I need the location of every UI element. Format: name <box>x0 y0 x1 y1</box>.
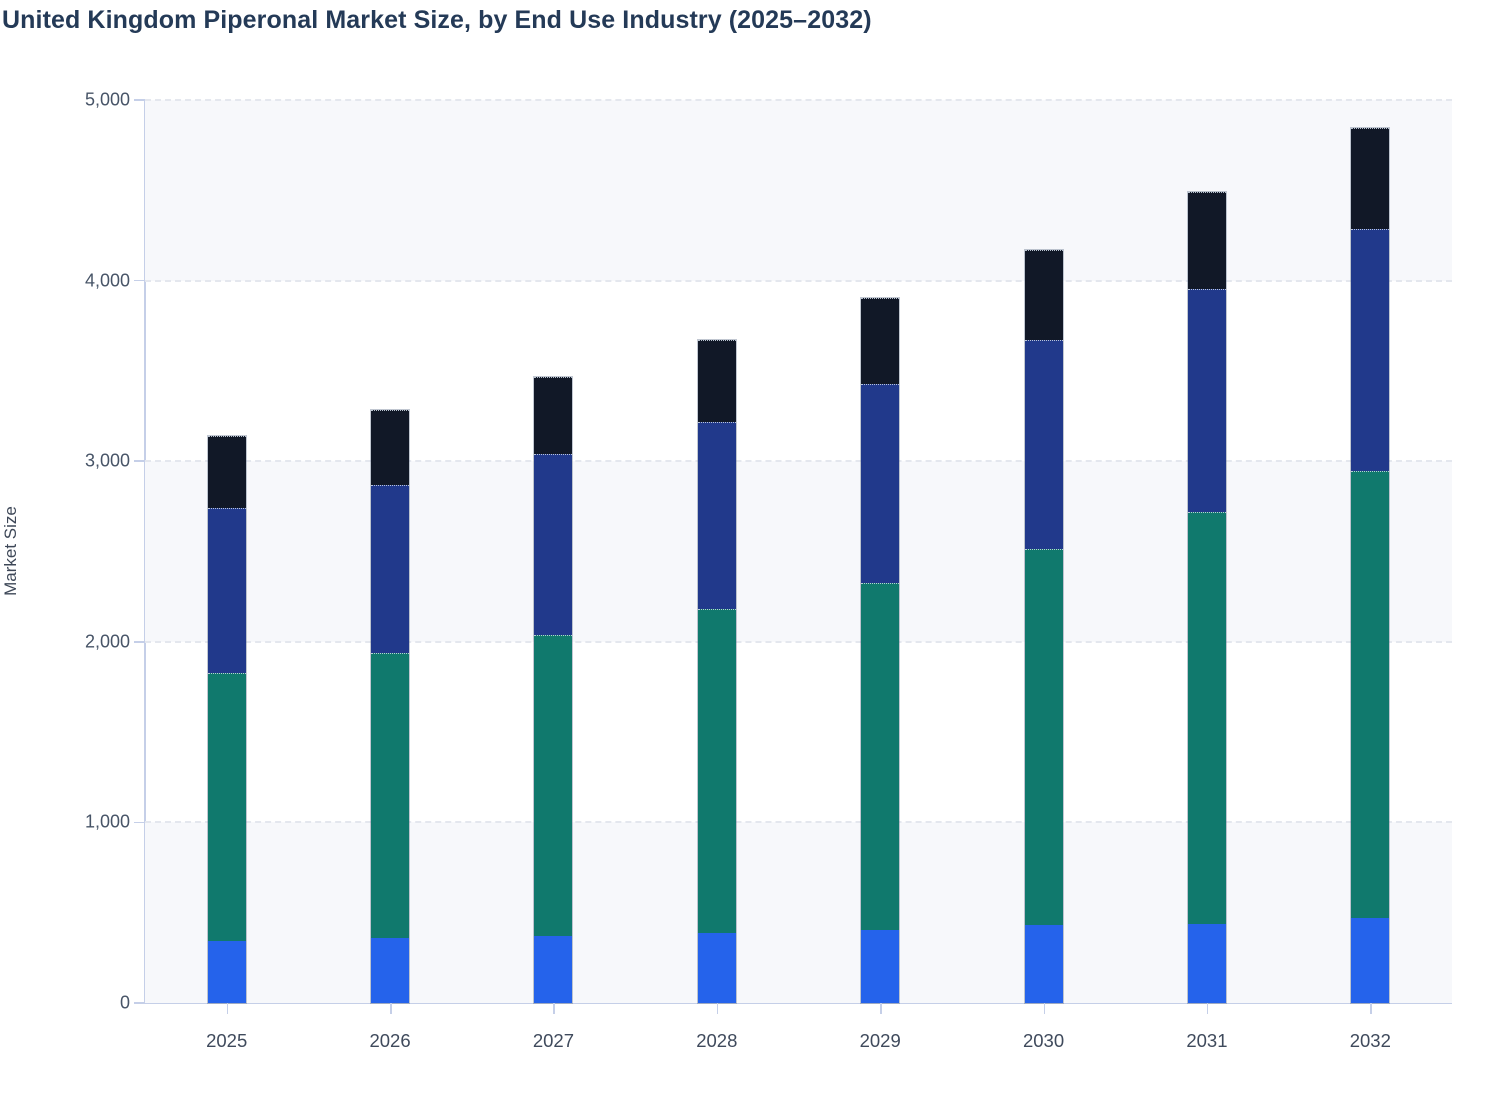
bar-2029[interactable] <box>860 296 901 1005</box>
row-band <box>145 822 1452 1003</box>
x-tick-mark <box>1043 1003 1046 1014</box>
bar-2032[interactable] <box>1350 127 1391 1004</box>
bar-slot-2027 <box>472 100 635 1004</box>
bar-slot-2030 <box>962 100 1125 1005</box>
bar-segment-2025-s3[interactable] <box>207 508 246 673</box>
bar-2028[interactable] <box>696 339 737 1004</box>
bar-segment-2030-s3[interactable] <box>1024 340 1063 549</box>
x-tick-mark <box>1370 1003 1372 1014</box>
plot-area <box>145 99 1452 1005</box>
bar-segment-2027-s4[interactable] <box>534 377 573 454</box>
chart-title: United Kingdom Piperonal Market Size, by… <box>2 6 872 34</box>
x-label-2031: 2031 <box>1186 1030 1228 1051</box>
x-tick-slot <box>1125 1003 1288 1015</box>
bar-segment-2026-s1[interactable] <box>371 937 410 1003</box>
x-axis-labels: 2025 2026 2027 2028 2029 2030 2031 2032 <box>145 1030 1452 1052</box>
bar-segment-2025-s2[interactable] <box>207 672 246 941</box>
bar-2030[interactable] <box>1023 248 1064 1005</box>
y-tick-mark <box>134 821 145 824</box>
bar-segment-2025-s1[interactable] <box>207 940 246 1003</box>
bar-segment-2031-s4[interactable] <box>1187 192 1226 289</box>
y-tick-label: 5,000 <box>84 89 130 110</box>
bar-segment-2030-s2[interactable] <box>1024 548 1063 926</box>
bars-row <box>145 100 1452 1005</box>
bar-segment-2032-s4[interactable] <box>1351 128 1390 230</box>
bar-segment-2028-s2[interactable] <box>697 609 736 934</box>
x-tick-slot <box>308 1003 471 1015</box>
bar-segment-2028-s1[interactable] <box>697 933 736 1003</box>
bar-segment-2027-s3[interactable] <box>534 454 573 635</box>
y-tick-mark <box>134 99 145 101</box>
bar-2026[interactable] <box>370 408 411 1005</box>
bar-segment-2028-s3[interactable] <box>697 422 736 610</box>
bar-segment-2031-s1[interactable] <box>1187 923 1226 1003</box>
bar-slot-2026 <box>308 100 471 1005</box>
bar-segment-2029-s3[interactable] <box>861 383 900 584</box>
y-axis-line <box>144 100 146 1003</box>
x-axis-tick-marks <box>145 1003 1452 1015</box>
gridline-5000 <box>145 99 1452 101</box>
y-tick-label: 4,000 <box>84 270 130 291</box>
bar-segment-2026-s4[interactable] <box>371 409 410 485</box>
x-label-2028: 2028 <box>696 1030 738 1051</box>
bar-segment-2032-s2[interactable] <box>1351 471 1390 919</box>
gridline-1000 <box>145 821 1452 824</box>
x-tick-slot <box>799 1003 962 1015</box>
x-tick-mark <box>553 1003 555 1014</box>
bar-segment-2025-s4[interactable] <box>207 435 246 509</box>
gridline-3000 <box>145 460 1452 463</box>
bar-segment-2032-s3[interactable] <box>1351 229 1390 472</box>
x-label-2029: 2029 <box>859 1030 901 1051</box>
y-tick-mark <box>134 641 145 643</box>
bar-slot-2031 <box>1125 100 1288 1004</box>
bar-slot-2028 <box>635 100 798 1004</box>
bar-segment-2028-s4[interactable] <box>697 340 736 423</box>
y-axis-title: Market Size <box>1 506 20 596</box>
x-tick-mark <box>716 1003 719 1014</box>
x-tick-slot <box>472 1003 635 1015</box>
bar-segment-2029-s4[interactable] <box>861 297 900 384</box>
x-tick-slot <box>962 1003 1125 1015</box>
x-tick-mark <box>226 1003 229 1014</box>
bar-segment-2031-s3[interactable] <box>1187 288 1226 512</box>
bar-segment-2027-s2[interactable] <box>534 634 573 937</box>
y-tick-label: 2,000 <box>84 631 130 652</box>
bar-segment-2031-s2[interactable] <box>1187 511 1226 924</box>
x-label-2032: 2032 <box>1349 1030 1391 1051</box>
gridline-4000 <box>145 279 1452 282</box>
y-tick-label: 3,000 <box>84 450 130 471</box>
bar-2027[interactable] <box>533 376 574 1004</box>
x-label-2030: 2030 <box>1022 1030 1065 1051</box>
x-label-2027: 2027 <box>532 1030 575 1051</box>
gridline-2000 <box>145 640 1452 643</box>
row-band <box>145 461 1452 642</box>
y-tick-label: 0 <box>119 992 130 1013</box>
x-tick-slot <box>635 1003 798 1015</box>
bar-segment-2026-s2[interactable] <box>371 652 410 938</box>
bar-segment-2029-s2[interactable] <box>861 583 900 930</box>
y-tick-mark <box>134 1002 145 1004</box>
bar-segment-2029-s1[interactable] <box>861 929 900 1003</box>
bar-segment-2030-s4[interactable] <box>1024 249 1063 341</box>
x-tick-slot <box>145 1003 308 1015</box>
x-label-2025: 2025 <box>206 1030 248 1051</box>
bar-segment-2027-s1[interactable] <box>534 936 573 1003</box>
x-label-2026: 2026 <box>369 1030 411 1051</box>
bar-segment-2030-s1[interactable] <box>1024 925 1063 1003</box>
row-band <box>145 100 1452 281</box>
bar-slot-2032 <box>1289 100 1452 1004</box>
bar-segment-2026-s3[interactable] <box>371 484 410 653</box>
y-tick-mark <box>134 460 145 462</box>
x-tick-slot <box>1289 1003 1452 1015</box>
bar-slot-2025 <box>145 100 308 1005</box>
x-tick-mark <box>390 1003 392 1014</box>
y-tick-label: 1,000 <box>84 811 130 832</box>
bar-slot-2029 <box>799 100 962 1005</box>
bar-2025[interactable] <box>206 434 247 1005</box>
x-tick-mark <box>1206 1003 1209 1014</box>
y-tick-mark <box>134 279 145 282</box>
x-tick-mark <box>880 1003 882 1014</box>
bar-segment-2032-s1[interactable] <box>1351 918 1390 1003</box>
bar-2031[interactable] <box>1186 191 1227 1004</box>
